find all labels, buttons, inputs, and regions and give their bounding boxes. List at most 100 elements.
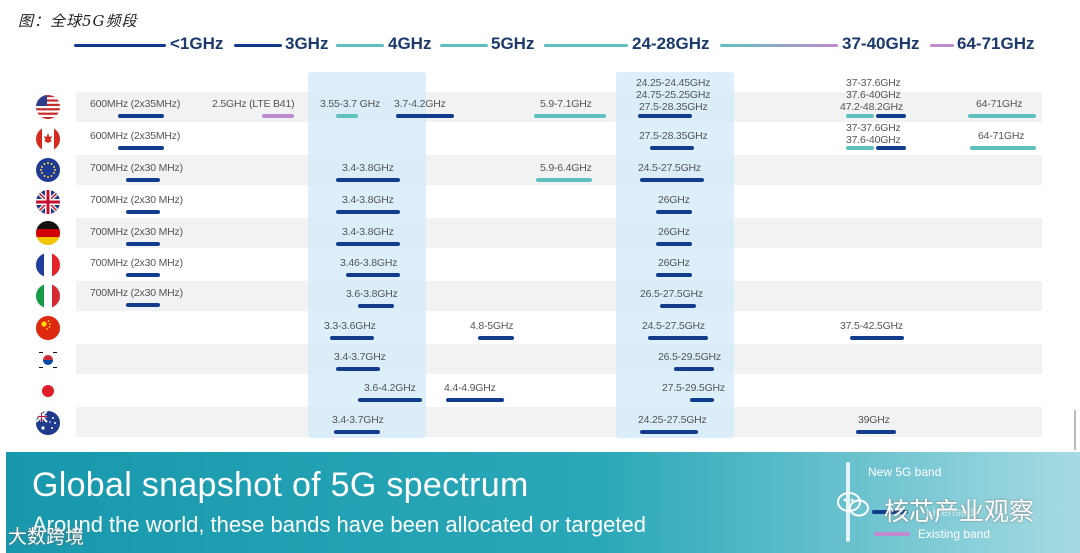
flag-uk-icon: [36, 190, 60, 214]
cell-kr-26.5ghz: 26.5-29.5GHz: [658, 351, 721, 363]
bar-it-3.6ghz: [358, 304, 394, 308]
flag-ca-icon: [36, 127, 60, 151]
legend-licensed-label: Licensed: [926, 505, 975, 519]
cell-jp-3.6ghz: 3.6-4.2GHz: [364, 382, 416, 394]
cell-fr-26ghz: 26GHz: [658, 257, 690, 269]
page-edge-marker: [1074, 410, 1080, 450]
cell-cn-3.3ghz: 3.3-3.6GHz: [324, 320, 376, 332]
bar-de-3.4ghz: [336, 242, 400, 246]
legend-licensed-swatch: [872, 510, 908, 514]
band-label-2: 3GHz: [285, 34, 329, 53]
cell-au-3.4ghz: 3.4-3.7GHz: [332, 414, 384, 426]
bar-us-27.5ghz: [638, 114, 692, 118]
cell-us-47.2ghz: 47.2-48.2GHz: [840, 101, 903, 113]
cell-ca-64ghz: 64-71GHz: [978, 130, 1025, 142]
flag-jp-icon: [36, 379, 60, 403]
cell-eu-24.5ghz: 24.5-27.5GHz: [638, 162, 701, 174]
band-line-7: [930, 44, 954, 47]
watermark-right-text: 核芯产业观察: [884, 497, 1035, 526]
cell-eu-5.9ghz: 5.9-6.4GHz: [540, 162, 592, 174]
flag-cn-icon: [36, 316, 60, 340]
bar-ca-37ghz: [846, 146, 874, 150]
cell-ca-600mhz: 600MHz (2x35MHz): [90, 130, 181, 142]
row-bg-de: [76, 218, 1042, 248]
bar-us-3.55ghz: [336, 114, 358, 118]
cell-kr-3.4ghz: 3.4-3.7GHz: [334, 351, 386, 363]
highlight-3-4ghz: [308, 72, 426, 438]
flag-it-icon: [36, 284, 60, 308]
bar-uk-3.4ghz: [336, 210, 400, 214]
band-label-4: 5GHz: [491, 34, 535, 53]
bar-eu-3.4ghz: [336, 178, 400, 182]
cell-eu-3.4ghz: 3.4-3.8GHz: [342, 162, 394, 174]
bar-us-64ghz: [968, 114, 1036, 118]
band-label-6: 37-40GHz: [842, 34, 920, 53]
wechat-icon: [837, 492, 869, 517]
cell-uk-26ghz: 26GHz: [658, 194, 690, 206]
bar-fr-700mhz: [126, 273, 160, 277]
banner-title: Global snapshot of 5G spectrum: [32, 466, 529, 504]
cell-au-24.25ghz: 24.25-27.5GHz: [638, 414, 707, 426]
band-label-5: 24-28GHz: [632, 34, 710, 53]
bar-ca-27.5ghz: [650, 146, 694, 150]
flag-de-icon: [36, 221, 60, 245]
bar-de-26ghz: [656, 242, 692, 246]
cell-us-27.5ghz: 27.5-28.35GHz: [639, 101, 708, 113]
cell-au-39ghz: 39GHz: [858, 414, 890, 426]
bar-ca-37.6ghz: [876, 146, 906, 150]
bar-us-37ghz: [846, 114, 874, 118]
cell-de-3.4ghz: 3.4-3.8GHz: [342, 226, 394, 238]
cell-jp-27.5ghz: 27.5-29.5GHz: [662, 382, 725, 394]
cell-uk-700mhz: 700MHz (2x30 MHz): [90, 194, 183, 206]
bar-us-600mhz: [118, 114, 164, 118]
legend-new-label: New 5G band: [868, 465, 942, 479]
row-bg-au: [76, 407, 1042, 437]
bar-us-3.7ghz: [396, 114, 454, 118]
bar-au-24.25ghz: [640, 430, 698, 434]
legend-divider: [846, 462, 850, 542]
cell-it-26.5ghz: 26.5-27.5GHz: [640, 288, 703, 300]
row-bg-kr: [76, 344, 1042, 374]
cell-us-64ghz: 64-71GHz: [976, 98, 1023, 110]
cell-us-37ghz: 37-37.6GHz: [846, 77, 901, 89]
bar-us-5.9ghz: [534, 114, 606, 118]
cell-ca-37ghz: 37-37.6GHz: [846, 122, 901, 134]
flag-eu-icon: [36, 158, 60, 182]
cell-us-37.6ghz: 37.6-40GHz: [846, 89, 901, 101]
cell-eu-700mhz: 700MHz (2x30 MHz): [90, 162, 183, 174]
bar-eu-5.9ghz: [536, 178, 592, 182]
bar-us-47.2ghz: [876, 114, 906, 118]
bar-kr-26.5ghz: [674, 367, 714, 371]
cell-us-3.7ghz: 3.7-4.2GHz: [394, 98, 446, 110]
bar-cn-24.5ghz: [648, 336, 708, 340]
bar-jp-3.6ghz: [358, 398, 422, 402]
cell-cn-37.5ghz: 37.5-42.5GHz: [840, 320, 903, 332]
cell-us-3.55ghz: 3.55-3.7 GHz: [320, 98, 381, 110]
bar-cn-37.5ghz: [850, 336, 904, 340]
row-bg-it: [76, 281, 1042, 311]
bar-it-26.5ghz: [660, 304, 696, 308]
bar-kr-3.4ghz: [336, 367, 380, 371]
flag-au-icon: [36, 411, 60, 435]
cell-us-24.25ghz: 24.25-24.45GHz: [636, 77, 711, 89]
flag-fr-icon: [36, 253, 60, 277]
band-line-4: [440, 44, 488, 47]
cell-ca-37.6ghz: 37.6-40GHz: [846, 134, 901, 146]
cell-us-5.9ghz: 5.9-7.1GHz: [540, 98, 592, 110]
bar-us-2.5ghz: [262, 114, 294, 118]
bar-ca-600mhz: [118, 146, 164, 150]
bar-cn-4.8ghz: [478, 336, 514, 340]
legend-existing-label: Existing band: [918, 527, 991, 541]
band-label-7: 64-71GHz: [957, 34, 1035, 53]
band-header: <1GHz 3GHz 4GHz 5GHz 24-28GHz 37-40GHz 6…: [0, 30, 1080, 60]
cell-cn-24.5ghz: 24.5-27.5GHz: [642, 320, 705, 332]
cell-fr-3.46ghz: 3.46-3.8GHz: [340, 257, 398, 269]
chart-caption: 图：全球5G频段: [18, 12, 138, 30]
bar-eu-24.5ghz: [640, 178, 704, 182]
cell-it-700mhz: 700MHz (2x30 MHz): [90, 287, 183, 299]
band-label-3: 4GHz: [388, 34, 432, 53]
bar-it-700mhz: [126, 303, 160, 307]
banner-subtitle: Around the world, these bands have been …: [32, 512, 646, 537]
bar-de-700mhz: [126, 242, 160, 246]
cell-cn-4.8ghz: 4.8-5GHz: [470, 320, 514, 332]
